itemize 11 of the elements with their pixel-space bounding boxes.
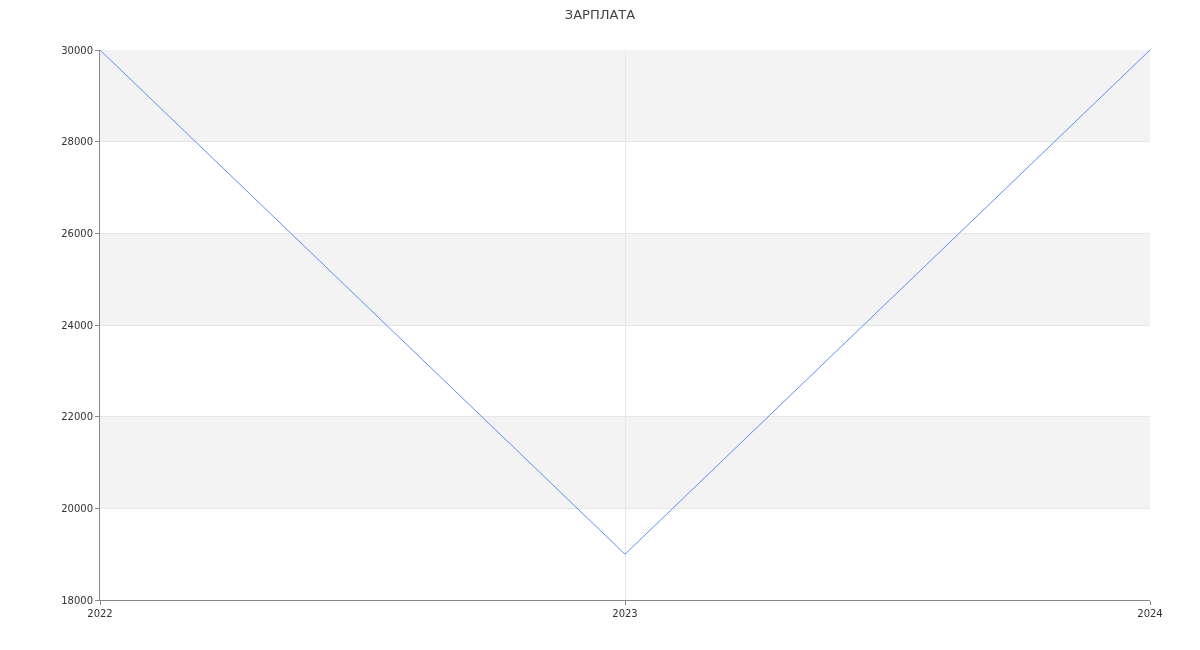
y-tick-label: 22000 [61,411,93,423]
x-tick-label: 2023 [612,608,638,619]
y-tick-label: 20000 [61,502,93,514]
y-tick-label: 26000 [61,227,93,239]
y-tick-label: 28000 [61,136,93,148]
chart-title: ЗАРПЛАТА [564,6,636,22]
y-tick-label: 30000 [61,44,93,56]
y-tick-label: 18000 [61,594,93,606]
x-tick-label: 2022 [87,608,113,619]
y-tick-label: 24000 [61,319,93,331]
x-tick-label: 2024 [1137,608,1163,619]
